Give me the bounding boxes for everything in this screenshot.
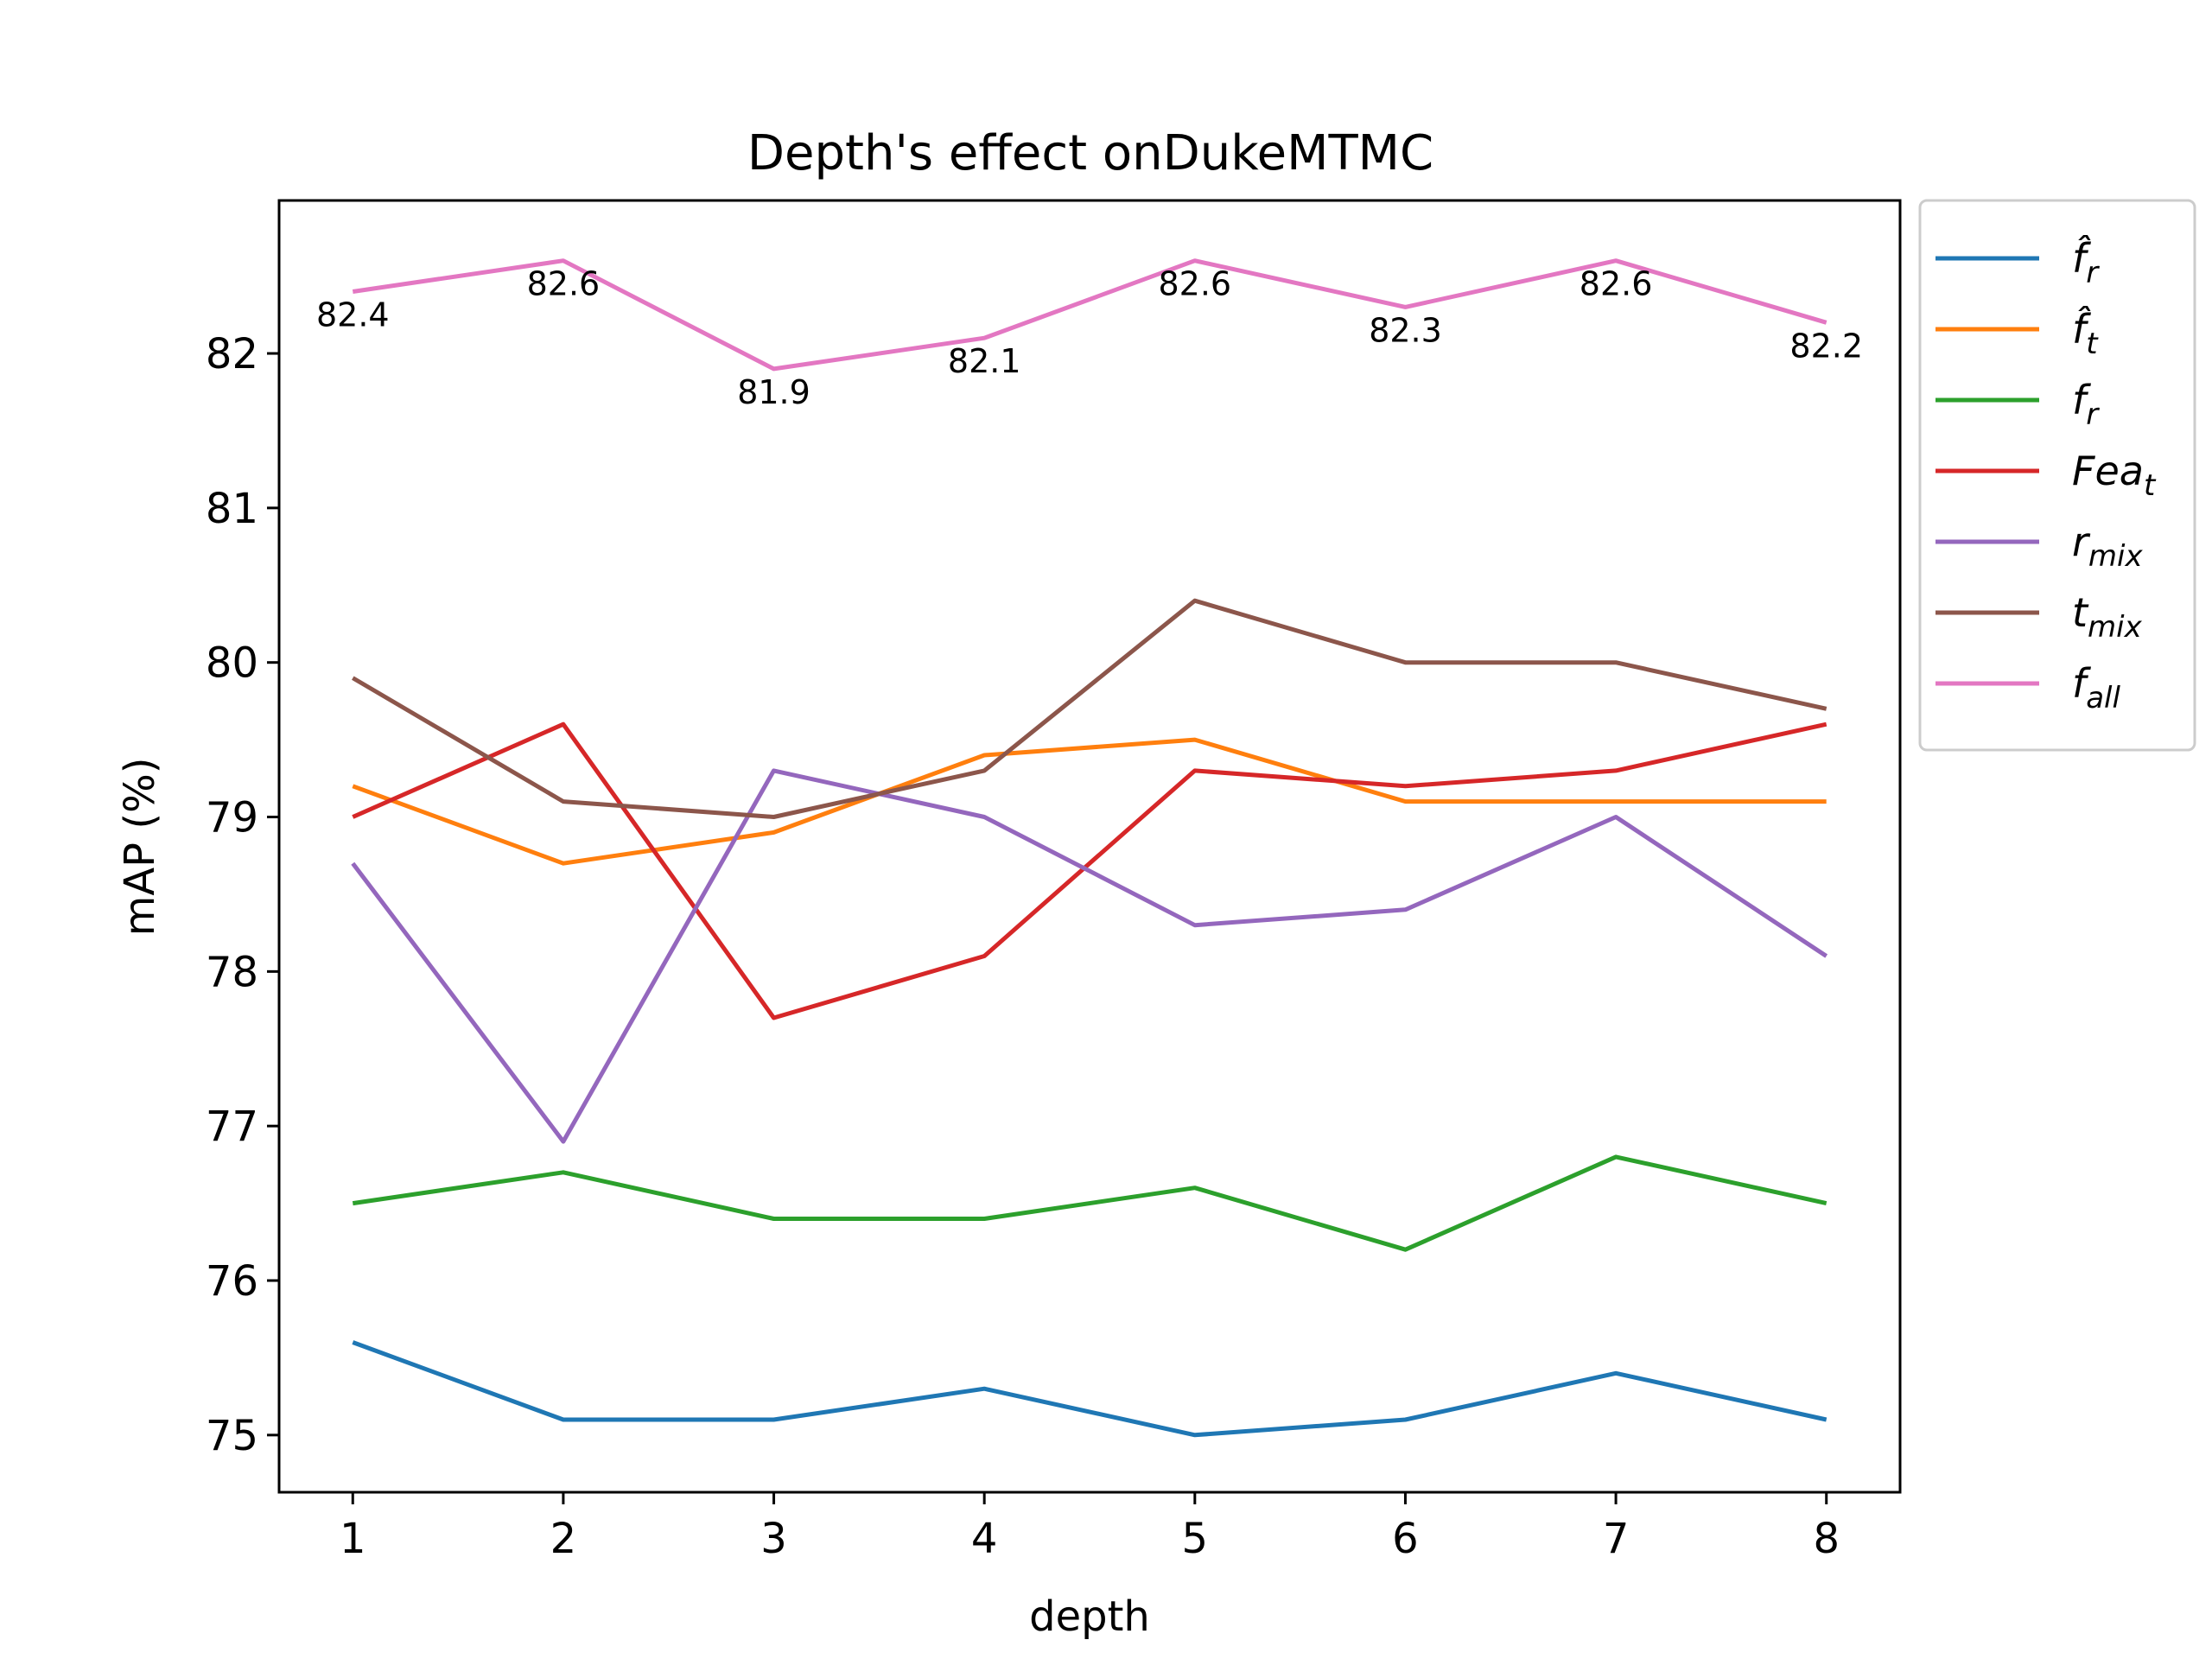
y-tick-label: 76: [206, 1257, 258, 1306]
x-tick-label: 8: [1813, 1515, 1840, 1563]
x-tick-label: 1: [340, 1515, 366, 1563]
data-label: 82.2: [1789, 327, 1863, 365]
y-tick-label: 77: [206, 1103, 258, 1151]
series-line-6: [352, 598, 1827, 819]
plot-frame: [277, 199, 1902, 1494]
x-tick-label: 5: [1182, 1515, 1209, 1563]
y-tick-label: 80: [206, 639, 258, 688]
x-tick-label: 6: [1392, 1515, 1419, 1563]
series-line-5: [351, 768, 1828, 1144]
y-axis-label: mAP (%): [116, 758, 164, 937]
data-label: 82.6: [1580, 265, 1653, 303]
y-tick-label: 81: [206, 485, 258, 533]
series-line-7: [352, 258, 1827, 372]
series-layer: [351, 258, 1828, 1438]
x-tick-label: 7: [1603, 1515, 1630, 1563]
series-line-4: [352, 721, 1827, 1020]
data-labels: 82.4 82.6 81.9 82.1 82.6 82.3 82.6 82.2: [316, 265, 1863, 411]
x-axis: 1 2 3 4 5 6 7 8: [340, 1492, 1840, 1563]
x-axis-label: depth: [1029, 1592, 1150, 1641]
x-tick-label: 4: [971, 1515, 998, 1563]
y-axis: 75 76 77 78 79 80 81 82: [206, 330, 279, 1460]
x-tick-label: 3: [760, 1515, 787, 1563]
legend-label-4: Feat: [2072, 448, 2157, 503]
series-line-1: [352, 1340, 1827, 1438]
y-tick-label: 79: [206, 794, 258, 842]
chart-title: Depth's effect onDukeMTMC: [747, 125, 1433, 181]
y-tick-label: 78: [206, 948, 258, 996]
series-line-2: [352, 737, 1827, 866]
legend-label-6: tmix: [2072, 589, 2143, 645]
data-label: 82.4: [316, 296, 390, 334]
data-label: 82.1: [948, 342, 1021, 380]
y-tick-label: 82: [206, 330, 258, 378]
legend-label-5: rmix: [2072, 518, 2143, 574]
y-tick-label: 75: [206, 1412, 258, 1460]
data-label: 81.9: [737, 373, 810, 411]
data-label: 82.6: [527, 265, 601, 303]
legend-label-7: fall: [2072, 660, 2120, 715]
x-tick-label: 2: [550, 1515, 577, 1563]
series-line-3: [352, 1154, 1827, 1252]
data-label: 82.6: [1158, 265, 1231, 303]
data-label: 82.3: [1369, 311, 1442, 349]
